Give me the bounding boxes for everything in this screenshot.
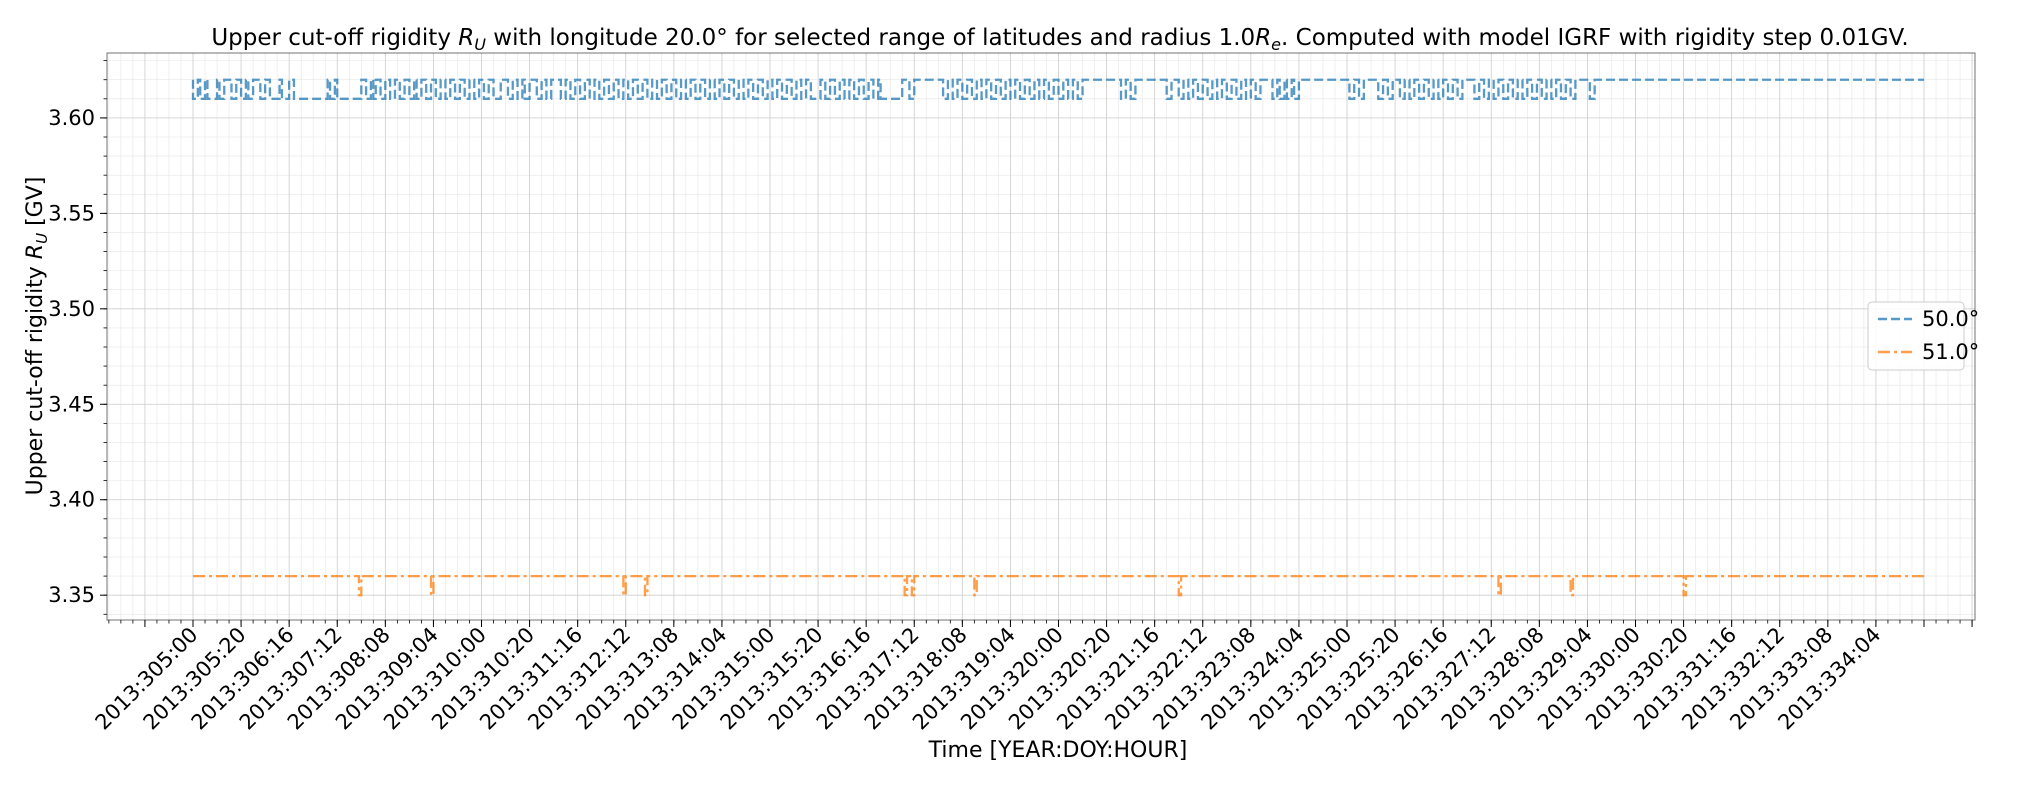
- y-tick-label: 3.45: [48, 392, 95, 416]
- y-axis-label: Upper cut-off rigidity RU [GV]: [23, 177, 51, 496]
- legend-label-50: 50.0°: [1922, 307, 1979, 331]
- y-tick-label: 3.40: [48, 488, 95, 512]
- legend: 50.0° 51.0°: [1867, 301, 1979, 371]
- x-axis-label: Time [YEAR:DOY:HOUR]: [928, 738, 1188, 763]
- series-line-510: [193, 574, 1924, 597]
- y-tick-label: 3.50: [48, 297, 95, 321]
- plot-frame: [106, 52, 1976, 621]
- legend-label-51: 51.0°: [1922, 340, 1979, 364]
- y-tick-label: 3.55: [48, 201, 95, 225]
- y-tick-label: 3.60: [48, 106, 95, 130]
- series-line-500: [191, 78, 1924, 100]
- plot-background: [107, 53, 1975, 620]
- chart-title: Upper cut-off rigidity RU with longitude…: [211, 25, 1908, 54]
- series-layer: [191, 78, 1924, 597]
- y-tick-label: 3.35: [48, 583, 95, 607]
